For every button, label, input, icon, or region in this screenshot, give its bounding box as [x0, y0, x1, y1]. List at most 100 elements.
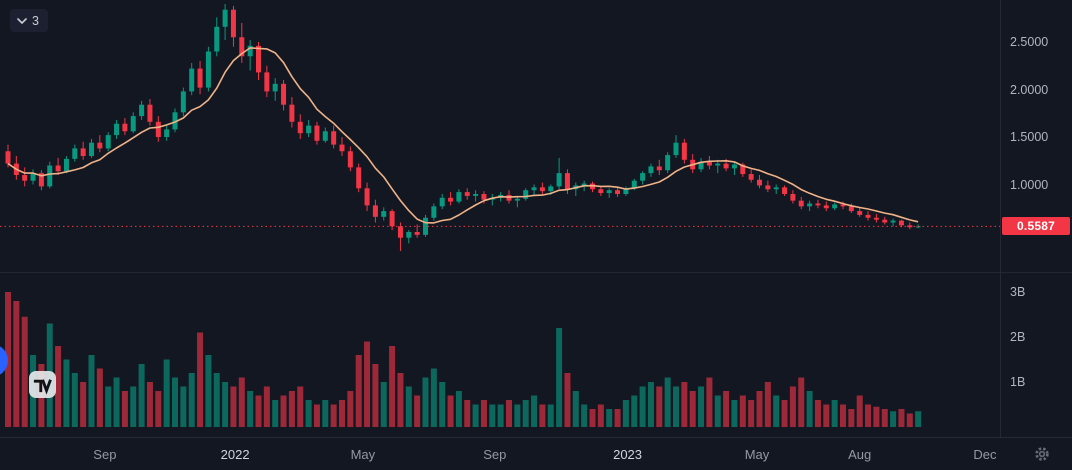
- volume-bar: [798, 377, 805, 427]
- volume-bar: [681, 382, 688, 427]
- volume-bar: [364, 341, 371, 427]
- candle: [765, 180, 771, 193]
- candle: [97, 135, 103, 153]
- candle: [214, 17, 220, 57]
- volume-bar: [280, 395, 287, 427]
- candle: [105, 132, 111, 152]
- volume-bar: [397, 373, 404, 427]
- volume-bar: [906, 413, 913, 427]
- volume-bar: [230, 386, 237, 427]
- candle: [164, 125, 170, 141]
- volume-bar: [698, 386, 705, 427]
- indicators-collapse-button[interactable]: 3: [10, 9, 48, 32]
- price-tick: 2.5000: [1010, 35, 1049, 49]
- candle: [715, 159, 721, 174]
- volume-bar: [531, 395, 538, 427]
- volume-bar: [155, 391, 162, 427]
- volume-bar: [272, 400, 279, 427]
- candle: [890, 218, 896, 227]
- candle: [22, 167, 28, 187]
- candle: [857, 207, 863, 217]
- volume-bar: [305, 400, 312, 427]
- candle: [648, 163, 654, 177]
- candle: [431, 203, 437, 221]
- price-tick: 1.0000: [1010, 177, 1049, 192]
- volume-bar: [355, 355, 362, 427]
- price-tick: 1.5000: [1010, 130, 1049, 144]
- volume-tick: 3B: [1010, 285, 1026, 299]
- time-tick: Aug: [848, 447, 872, 462]
- volume-bar: [764, 382, 771, 427]
- candle: [882, 216, 888, 225]
- volume-bar: [188, 373, 195, 427]
- candle: [414, 224, 420, 238]
- volume-bar: [589, 409, 596, 427]
- volume-bar: [789, 386, 796, 427]
- candle: [47, 161, 53, 189]
- candle: [322, 127, 328, 143]
- volume-bar: [823, 404, 830, 427]
- volume-bar: [172, 377, 178, 427]
- candle: [339, 137, 345, 156]
- volume-bar: [288, 391, 295, 427]
- candle: [30, 169, 36, 185]
- volume-bar: [263, 386, 270, 427]
- volume-bar: [297, 386, 304, 427]
- candle: [38, 170, 44, 191]
- price-axis[interactable]: 0.5587 2.5000 2.0000 1.5000 1.0000 3B 2B 1B: [1000, 0, 1072, 437]
- volume-bar: [113, 377, 120, 427]
- candle: [230, 5, 236, 47]
- volume-bar: [213, 373, 220, 427]
- partial-blue-badge: [0, 344, 8, 377]
- volume-bar: [706, 377, 713, 427]
- volume-bar: [806, 391, 813, 427]
- tradingview-logo-icon[interactable]: [29, 371, 56, 398]
- volume-bar: [5, 292, 11, 427]
- candle: [615, 187, 621, 197]
- volume-bar: [472, 404, 479, 427]
- candle: [807, 200, 813, 212]
- volume-bar: [773, 395, 780, 427]
- settings-gear-icon[interactable]: [1032, 444, 1052, 464]
- volume-bar: [405, 386, 412, 427]
- volume-bar: [572, 391, 579, 427]
- candle: [272, 78, 278, 101]
- volume-bar: [856, 395, 863, 427]
- volume-bar: [614, 409, 621, 427]
- candle: [122, 118, 128, 136]
- volume-bar: [647, 382, 654, 427]
- volume-bar: [739, 395, 746, 427]
- volume-bar: [347, 391, 354, 427]
- candle: [222, 4, 228, 41]
- volume-bar: [622, 400, 629, 427]
- volume-bar: [514, 404, 521, 427]
- volume-bar: [222, 382, 229, 427]
- volume-bar: [890, 411, 897, 427]
- volume-bar: [313, 404, 320, 427]
- volume-bar: [197, 332, 204, 427]
- candle: [147, 99, 153, 126]
- candle: [331, 125, 337, 149]
- volume-tick: 2B: [1010, 330, 1026, 344]
- candle: [139, 100, 145, 120]
- candle: [489, 194, 495, 206]
- candle: [623, 186, 629, 196]
- volume-bar: [539, 404, 546, 427]
- volume-bar: [96, 368, 103, 427]
- volume-bar: [339, 400, 345, 427]
- candle: [423, 214, 428, 237]
- time-axis[interactable]: Sep 2022 May Sep 2023 May Aug Dec: [0, 437, 1072, 470]
- volume-series: [5, 292, 922, 427]
- candle: [464, 188, 470, 200]
- volume-bar: [497, 404, 504, 427]
- candle: [514, 195, 520, 208]
- volume-bar: [447, 395, 454, 427]
- volume-bar: [389, 346, 396, 427]
- volume-tick: 1B: [1010, 375, 1026, 389]
- candle: [815, 199, 821, 209]
- candle: [773, 184, 779, 194]
- volume-bar: [689, 391, 696, 427]
- time-tick: May: [350, 447, 376, 462]
- candle: [130, 112, 136, 134]
